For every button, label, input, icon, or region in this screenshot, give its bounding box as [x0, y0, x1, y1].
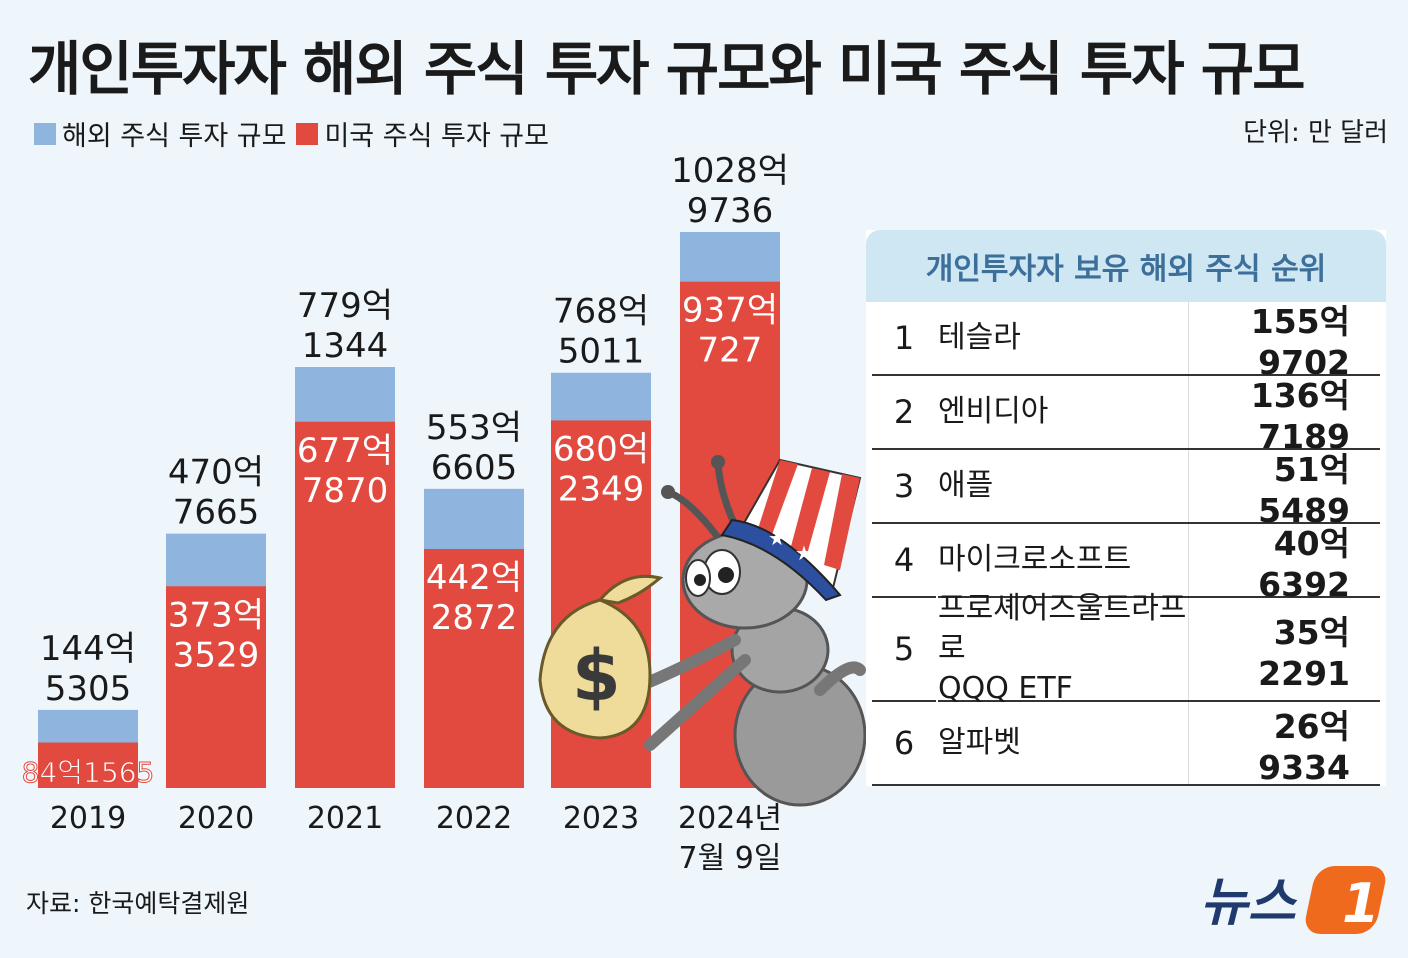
bar-us [424, 549, 524, 788]
ranking-row: 1 테슬라 155억9702 [872, 302, 1380, 382]
x-tick-label: 2019 [50, 801, 126, 836]
legend-label-overseas: 해외 주식 투자 규모 [62, 121, 287, 152]
ranking-value-text: 136억7189 [1250, 375, 1350, 456]
legend-item-overseas: 해외 주식 투자 규모 [34, 114, 286, 153]
data-label-overseas: 5011 [558, 332, 645, 372]
ranking-rank: 2 [893, 393, 915, 431]
bar-us [38, 742, 138, 788]
data-label-overseas: 553억 [426, 408, 522, 448]
ranking-value: 26억9334 [1188, 702, 1380, 787]
ranking-name-line1: 마이크로소프트 [938, 542, 1132, 577]
ranking-table: 개인투자자 보유 해외 주식 순위 1 테슬라 155억9702 2 엔비디아 … [866, 230, 1386, 787]
ranking-name: 테슬라 [936, 318, 1188, 358]
ranking-name: 엔비디아 [936, 392, 1188, 432]
data-label-us: 680억 [553, 429, 649, 469]
ranking-row: 4 마이크로소프트 40억6392 [872, 524, 1380, 604]
ranking-value: 155억9702 [1188, 302, 1380, 382]
ranking-name-line1: 테슬라 [938, 320, 1021, 355]
data-label-us: 3529 [173, 635, 260, 675]
svg-text:뉴스: 뉴스 [1200, 873, 1298, 933]
ranking-rank: 1 [893, 319, 915, 357]
ranking-value-text: 155억9702 [1250, 301, 1350, 382]
legend-label-us: 미국 주식 투자 규모 [324, 121, 549, 152]
ranking-name: 애플 [936, 466, 1188, 506]
svg-text:★: ★ [768, 526, 786, 550]
data-label-us: 373억 [168, 595, 264, 635]
ranking-name-line1: 엔비디아 [938, 394, 1049, 429]
svg-text:1: 1 [1342, 872, 1380, 935]
x-tick-label: 7월 9일 [679, 841, 782, 876]
x-tick-label: 2020 [178, 801, 254, 836]
svg-text:★: ★ [795, 541, 813, 565]
data-label-overseas: 5305 [45, 669, 132, 709]
ranking-name-line1: 프로셰어즈울트라프로 [938, 591, 1187, 666]
chart-title: 개인투자자 해외 주식 투자 규모와 미국 주식 투자 규모 [28, 35, 1305, 103]
data-label-overseas: 1028억 [671, 151, 789, 191]
data-label-us: 2872 [431, 598, 518, 638]
legend-swatch-us [296, 122, 319, 145]
data-label-us: 727 [698, 331, 763, 371]
x-tick-label: 2024년 [678, 801, 782, 836]
bar-us [166, 586, 266, 788]
ranking-rank: 6 [893, 724, 915, 762]
data-label-overseas: 9736 [687, 191, 774, 231]
ranking-row: 3 애플 51억5489 [872, 450, 1380, 530]
ant-with-uncle-sam-hat-and-money-bag-icon: ★ ★ $ [538, 455, 867, 807]
data-label-us: 84억1565 [22, 756, 155, 789]
ranking-rank: 4 [893, 541, 915, 579]
data-label-overseas: 768억 [553, 292, 649, 332]
news1-logo: 뉴스 1 [1200, 866, 1386, 935]
x-tick-label: 2022 [436, 801, 512, 836]
data-label-overseas: 7665 [173, 493, 260, 533]
ranking-rank: 5 [893, 630, 915, 668]
svg-text:$: $ [572, 635, 621, 717]
ranking-value-text: 26억9334 [1258, 706, 1350, 787]
legend-item-us: 미국 주식 투자 규모 [296, 114, 549, 153]
ranking-name: 마이크로소프트 [936, 540, 1188, 580]
source-note: 자료: 한국예탁결제원 [26, 889, 250, 918]
ranking-table-header: 개인투자자 보유 해외 주식 순위 [866, 230, 1386, 302]
x-tick-label: 2021 [307, 801, 383, 836]
legend: 해외 주식 투자 규모 미국 주식 투자 규모 [34, 114, 559, 153]
data-label-overseas: 1344 [302, 326, 389, 366]
ranking-row: 5 프로셰어즈울트라프로 QQQ ETF 35억2291 [872, 589, 1380, 709]
data-label-overseas: 144억 [40, 629, 136, 669]
ranking-name-line1: 알파벳 [938, 725, 1021, 760]
bar-us [295, 421, 395, 788]
ranking-rank: 3 [893, 467, 915, 505]
unit-label: 단위: 만 달러 [1243, 118, 1388, 148]
legend-swatch-overseas [34, 122, 56, 145]
data-label-us: 7870 [302, 471, 389, 511]
ranking-name-line2: QQQ ETF [938, 671, 1073, 706]
ranking-name: 알파벳 [936, 723, 1188, 763]
ranking-row: 2 엔비디아 136억7189 [872, 376, 1380, 456]
ranking-value-text: 51억5489 [1258, 449, 1350, 530]
data-label-overseas: 779억 [297, 286, 393, 326]
ranking-value: 40억6392 [1188, 524, 1380, 604]
ranking-value-text: 40억6392 [1258, 523, 1350, 604]
ranking-name-line1: 애플 [938, 468, 994, 503]
data-label-us: 2349 [558, 469, 645, 509]
data-label-overseas: 470억 [168, 453, 264, 493]
x-tick-label: 2023 [563, 801, 639, 836]
ranking-value: 136억7189 [1188, 376, 1380, 456]
data-label-us: 937억 [682, 291, 778, 331]
data-label-us: 677억 [297, 431, 393, 471]
ranking-value: 51억5489 [1188, 450, 1380, 530]
ranking-value: 35억2291 [1188, 598, 1380, 700]
ranking-value-text: 35억2291 [1258, 612, 1350, 693]
ranking-name: 프로셰어즈울트라프로 QQQ ETF [936, 589, 1188, 709]
data-label-us: 442억 [426, 558, 522, 598]
ranking-row: 6 알파벳 26억9334 [872, 702, 1380, 787]
data-label-overseas: 6605 [431, 448, 518, 488]
